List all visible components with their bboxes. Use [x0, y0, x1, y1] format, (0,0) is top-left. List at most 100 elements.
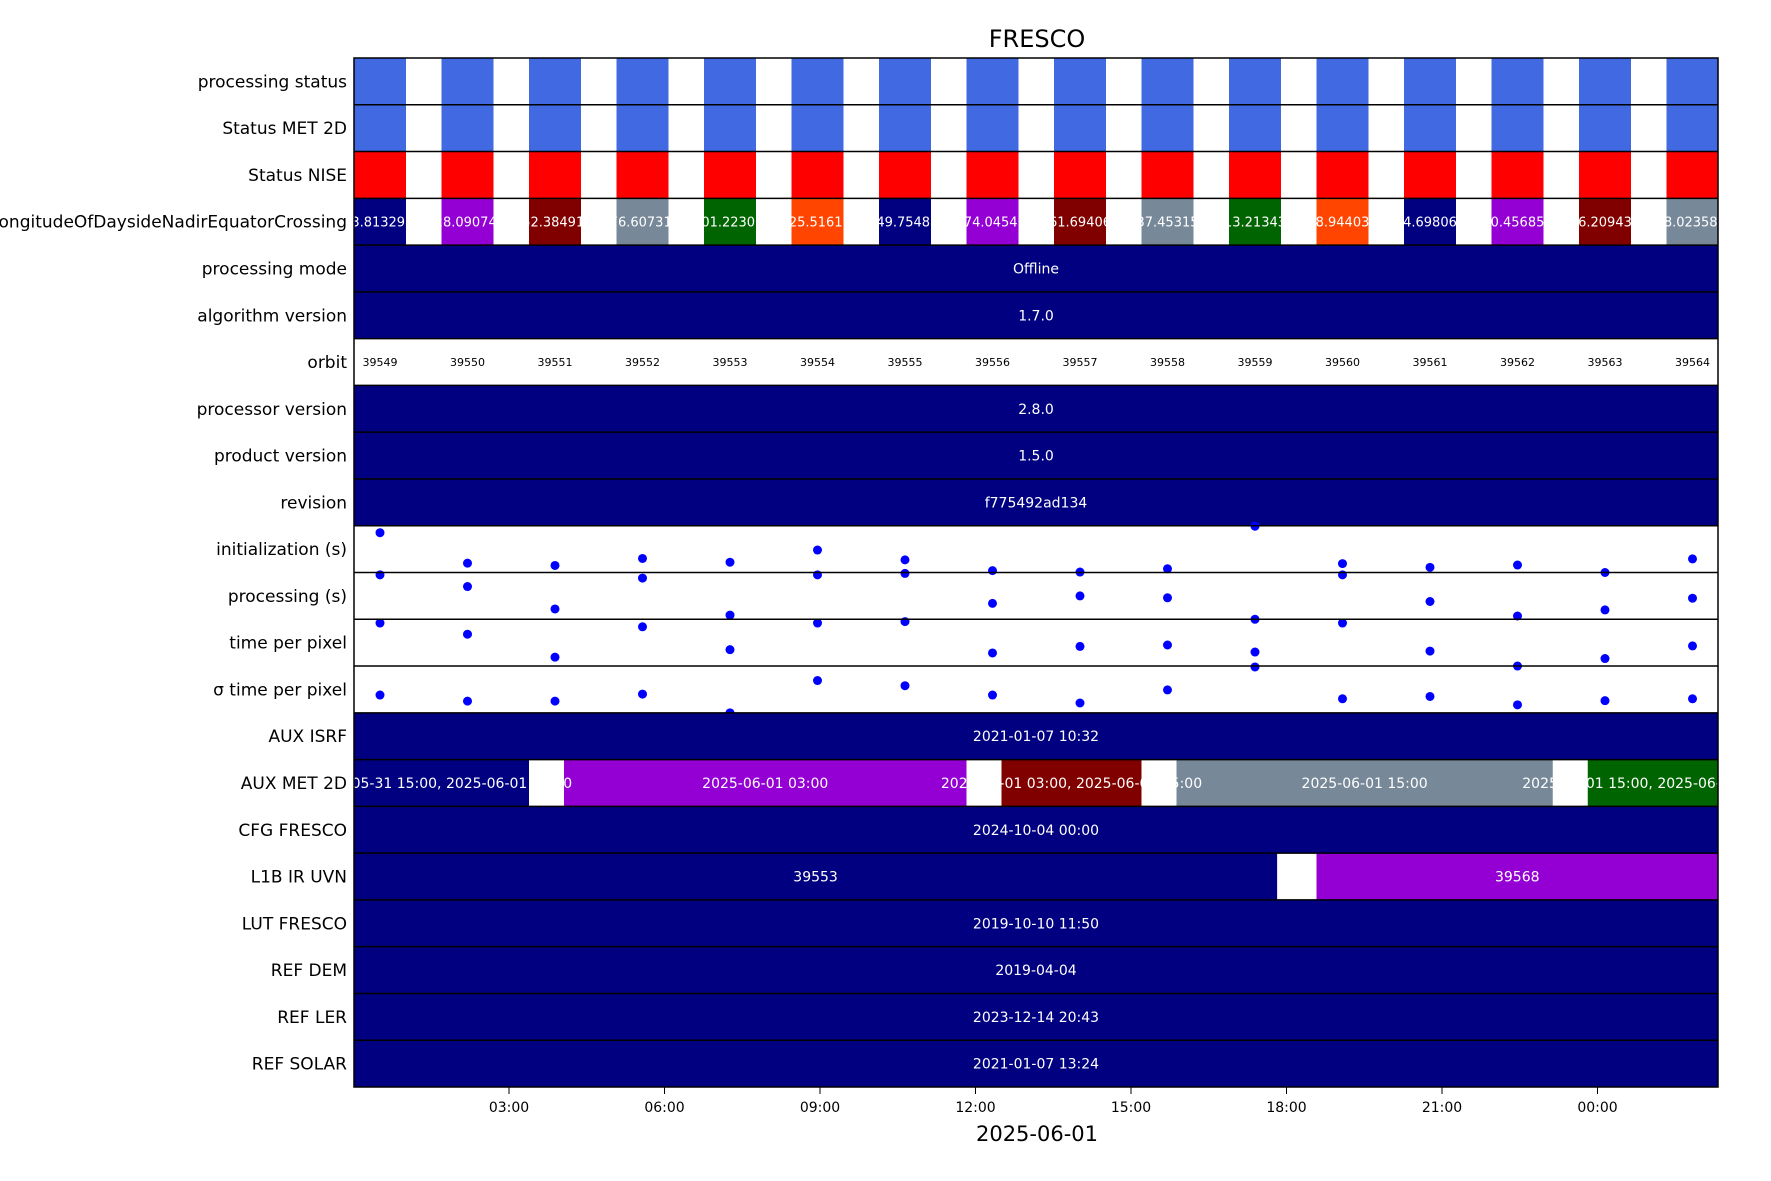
data-point — [900, 681, 910, 691]
status-bar — [1054, 151, 1106, 199]
data-point — [463, 582, 472, 592]
single-bar — [354, 291, 1718, 339]
row-label: σ time per pixel — [213, 680, 347, 700]
segment-label: 2025-05-31 15:00, 2025-06-01 03:00 — [311, 776, 572, 792]
data-point — [1688, 641, 1697, 651]
row-label: orbit — [307, 353, 347, 373]
status-bar — [1141, 58, 1194, 105]
data-point — [1163, 564, 1172, 574]
status-bar — [1141, 104, 1194, 152]
status-bar — [704, 151, 756, 199]
data-point — [375, 690, 385, 700]
status-bar — [1404, 104, 1456, 152]
data-point — [725, 557, 735, 567]
value-label: -8.023582 — [1659, 216, 1726, 231]
data-point — [638, 553, 647, 563]
status-bar — [879, 104, 931, 152]
x-tick-label: 12:00 — [955, 1100, 995, 1116]
row-label: LUT FRESCO — [242, 914, 347, 934]
x-tick-label: 06:00 — [644, 1100, 684, 1116]
row-4: Offline — [354, 245, 1718, 292]
data-point — [813, 545, 822, 555]
value-bar — [1666, 198, 1718, 246]
status-bar — [1666, 151, 1718, 199]
data-point — [1250, 647, 1260, 657]
value-bar — [1316, 198, 1369, 246]
status-bar — [616, 58, 669, 105]
x-tick-label: 09:00 — [800, 1100, 840, 1116]
row-label: revision — [280, 493, 347, 513]
row-label: processing status — [198, 72, 347, 92]
row-label: Status MET 2D — [222, 119, 347, 139]
value-label: 64.698064 — [1395, 216, 1465, 231]
orbit-label: 39556 — [975, 356, 1010, 369]
orbit-label: 39558 — [1150, 356, 1185, 369]
status-bar — [354, 151, 406, 199]
x-tick-label: 18:00 — [1266, 1100, 1306, 1116]
status-bar — [529, 104, 581, 152]
row-label: processing (s) — [228, 587, 347, 607]
data-point — [550, 696, 560, 706]
single-bar — [354, 385, 1718, 433]
data-point — [550, 604, 560, 614]
orbit-label: 39550 — [450, 356, 485, 369]
data-point — [1250, 662, 1260, 672]
orbit-label: 39563 — [1588, 356, 1623, 369]
single-bar-label: 2.8.0 — [1018, 402, 1054, 418]
chart-rows: processing status Status MET 2D Status NIS… — [0, 57, 1726, 1088]
data-point — [1425, 646, 1435, 656]
data-point — [1513, 700, 1522, 710]
status-bar — [441, 151, 494, 199]
chart-title: FRESCO — [989, 25, 1086, 53]
status-bar — [704, 104, 756, 152]
data-point — [1688, 694, 1697, 704]
row-15: 2025-05-31 15:00, 2025-06-01 03:00 2025-0… — [311, 759, 1718, 807]
data-point — [1425, 562, 1435, 572]
status-bar — [1404, 58, 1456, 105]
status-bar — [966, 104, 1019, 152]
segment-bar — [1316, 853, 1718, 900]
value-bar — [441, 198, 494, 246]
single-bar — [354, 899, 1718, 947]
segment-bar — [1001, 759, 1142, 807]
single-bar-label: Offline — [1013, 261, 1059, 277]
orbit-label: 39554 — [800, 356, 835, 369]
data-point — [1425, 596, 1435, 606]
single-bar-label: 2024-10-04 00:00 — [973, 823, 1099, 839]
value-label: -52.384912 — [518, 216, 593, 231]
status-bar — [616, 151, 669, 199]
data-point — [1338, 570, 1347, 580]
orbit-label: 39562 — [1500, 356, 1535, 369]
value-label: 88.944030 — [1307, 216, 1377, 231]
value-bar — [1229, 198, 1281, 246]
row-label: processor version — [197, 400, 347, 420]
row-label: AUX ISRF — [268, 727, 347, 747]
status-bar — [1054, 104, 1106, 152]
row-5: 1.7.0 — [354, 291, 1718, 339]
data-point — [638, 689, 647, 699]
data-point — [988, 648, 997, 658]
value-label: -174.045452 — [951, 216, 1034, 231]
row-label: processing mode — [202, 259, 347, 279]
segment-bar — [354, 759, 529, 807]
value-label: 16.209437 — [1570, 216, 1640, 231]
row-14: 2021-01-07 10:32 — [354, 712, 1718, 760]
single-bar — [354, 245, 1718, 292]
value-label: -3.813297 — [347, 216, 414, 231]
value-bar — [879, 198, 931, 246]
value-label: 137.453156 — [1128, 216, 1207, 231]
row-label: initialization (s) — [216, 540, 347, 560]
data-point — [463, 696, 472, 706]
status-bar — [616, 104, 669, 152]
status-bar — [1579, 151, 1631, 199]
data-point — [1513, 560, 1522, 570]
x-tick-label: 00:00 — [1577, 1100, 1617, 1116]
value-bar — [791, 198, 844, 246]
data-point — [725, 645, 735, 655]
single-bar-label: 2023-12-14 20:43 — [973, 1010, 1099, 1026]
status-bar — [1141, 151, 1194, 199]
status-bar — [1316, 104, 1369, 152]
row-10 — [375, 521, 1697, 577]
status-bar — [1579, 104, 1631, 152]
status-bar — [879, 58, 931, 105]
